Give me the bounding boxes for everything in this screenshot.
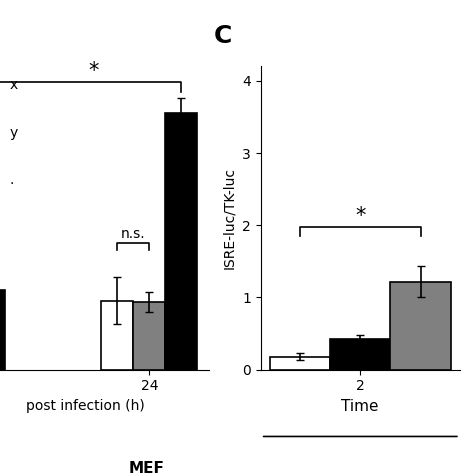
Text: C: C: [214, 24, 232, 48]
Text: n.s.: n.s.: [121, 227, 146, 241]
X-axis label: post infection (h): post infection (h): [26, 399, 145, 413]
Text: x: x: [9, 78, 18, 92]
Bar: [330, 339, 391, 370]
Bar: [270, 357, 330, 370]
Text: *: *: [355, 206, 365, 226]
Bar: [0, 290, 5, 370]
Y-axis label: ISRE-luc/TK-luc: ISRE-luc/TK-luc: [223, 167, 237, 269]
Bar: [101, 301, 133, 370]
Text: MEF: MEF: [129, 461, 165, 474]
Text: *: *: [88, 61, 99, 81]
Text: .: .: [9, 173, 14, 187]
Bar: [165, 113, 197, 370]
X-axis label: Time: Time: [341, 399, 379, 414]
Bar: [133, 302, 165, 370]
Text: y: y: [9, 126, 18, 140]
Bar: [391, 282, 451, 370]
